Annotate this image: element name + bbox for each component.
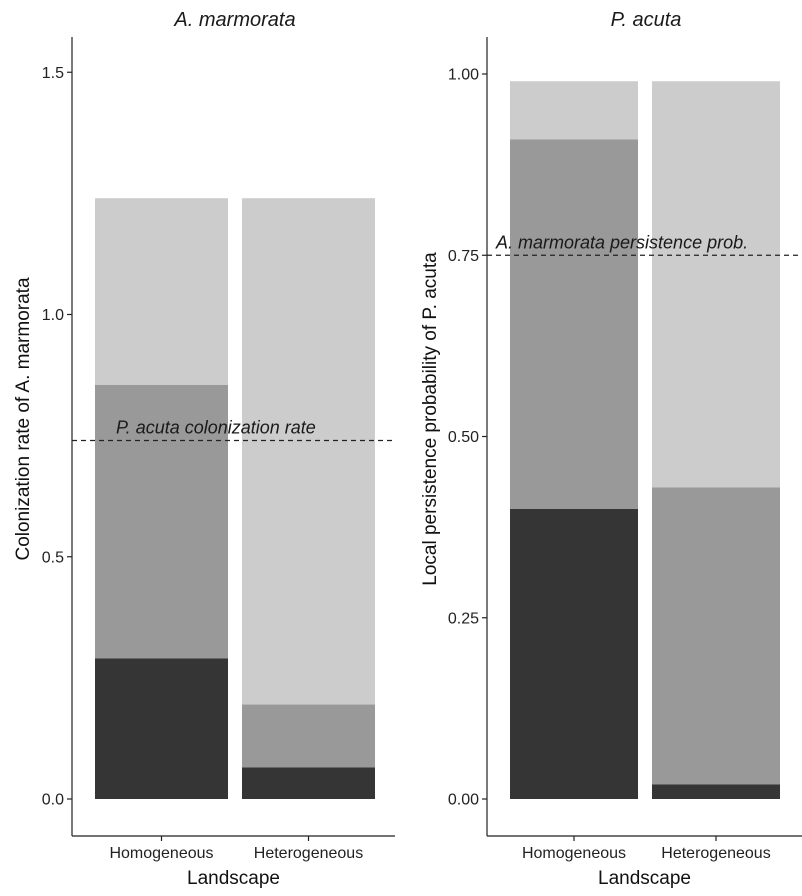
bar-segment-panel2-homogeneous-3 xyxy=(510,81,638,140)
y-tick-label-panel1-2: 1.0 xyxy=(42,307,64,324)
bar-segment-panel1-heterogeneous-1 xyxy=(242,767,375,799)
chart-panel-2: A. marmorata persistence prob. 0.00 0.25 0.… xyxy=(420,9,802,889)
bar-segment-panel1-homogeneous-1 xyxy=(95,658,228,799)
bar-segment-panel2-heterogeneous-3 xyxy=(652,81,780,488)
bar-segment-panel2-homogeneous-2 xyxy=(510,139,638,509)
reference-line-label-panel-2: A. marmorata persistence prob. xyxy=(495,232,748,252)
y-tick-label-panel2-4: 1.00 xyxy=(448,67,479,84)
x-axis-title-panel-2: Landscape xyxy=(598,868,691,889)
y-tick-label-panel2-1: 0.25 xyxy=(448,610,479,627)
y-tick-label-panel2-2: 0.50 xyxy=(448,429,479,446)
y-tick-label-panel1-0: 0.0 xyxy=(42,792,64,809)
bar-segment-panel1-heterogeneous-2 xyxy=(242,704,375,768)
bar-segment-panel2-homogeneous-1 xyxy=(510,509,638,799)
panel-title-2: P. acuta xyxy=(611,9,682,31)
y-axis-title-panel-1: Colonization rate of A. marmorata xyxy=(13,277,34,560)
y-tick-label-panel1-3: 1.5 xyxy=(42,65,64,82)
reference-line-label-panel-1: P. acuta colonization rate xyxy=(116,417,316,437)
x-tick-label-panel2-heterogeneous: Heterogeneous xyxy=(661,845,770,862)
y-axis-title-panel-2: Local persistence probability of P. acut… xyxy=(420,252,441,586)
bar-segment-panel2-heterogeneous-1 xyxy=(652,784,780,799)
y-tick-label-panel1-1: 0.5 xyxy=(42,549,64,566)
x-axis-title-panel-1: Landscape xyxy=(187,868,280,889)
bar-segment-panel2-heterogeneous-2 xyxy=(652,487,780,785)
x-tick-label-panel2-homogeneous: Homogeneous xyxy=(522,845,626,862)
panel-title-1: A. marmorata xyxy=(173,9,295,31)
bar-segment-panel1-heterogeneous-3 xyxy=(242,198,375,705)
x-tick-label-panel1-heterogeneous: Heterogeneous xyxy=(254,845,363,862)
y-tick-label-panel2-3: 0.75 xyxy=(448,248,479,265)
bar-segment-panel1-homogeneous-3 xyxy=(95,198,228,385)
bar-segment-panel1-homogeneous-2 xyxy=(95,384,228,659)
chart-panel-1: P. acuta colonization rate 0.0 0.5 1.0 1.5 Ho… xyxy=(13,9,395,889)
y-tick-label-panel2-0: 0.00 xyxy=(448,792,479,809)
x-tick-label-panel1-homogeneous: Homogeneous xyxy=(109,845,213,862)
